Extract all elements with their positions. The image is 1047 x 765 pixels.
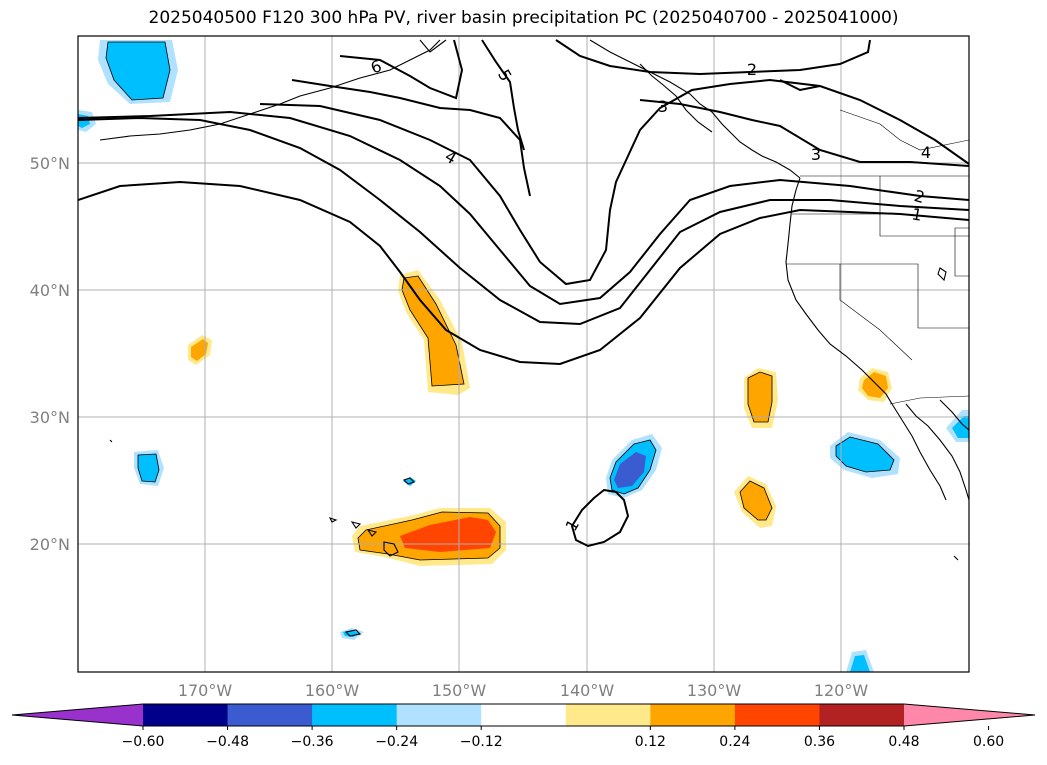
colorbar-segment bbox=[481, 704, 567, 726]
lon-label: 150°W bbox=[432, 681, 487, 700]
colorbar-segment bbox=[312, 704, 398, 726]
lon-label: 130°W bbox=[687, 681, 742, 700]
neg-anomaly-patch bbox=[850, 655, 870, 672]
contour-label: 1 bbox=[910, 204, 923, 224]
contour-label: 2 bbox=[912, 186, 927, 207]
contour-label: 3 bbox=[811, 145, 821, 164]
colorbar-tick-label: 0.60 bbox=[973, 734, 1004, 750]
colorbar-extend-min bbox=[12, 704, 143, 726]
colorbar-tick-label: −0.24 bbox=[375, 734, 418, 750]
colorbar-tick-label: −0.36 bbox=[291, 734, 334, 750]
neg-anomaly-patch bbox=[106, 42, 170, 100]
shading-outlines bbox=[105, 41, 895, 561]
colorbar-segment bbox=[650, 704, 736, 726]
colorbar-segment bbox=[143, 704, 229, 726]
precip-shading bbox=[78, 40, 969, 672]
colorbar-ticks: −0.60 −0.48 −0.36 −0.24 −0.12 0.12 0.24 0.36 0.4… bbox=[122, 726, 1004, 750]
pos-anomaly-patch bbox=[402, 276, 464, 386]
map-frame bbox=[77, 35, 970, 673]
colorbar-segment bbox=[565, 704, 651, 726]
map-area: 6 5 4 3 2 3 4 2 1 1 bbox=[78, 36, 969, 672]
coastlines bbox=[99, 39, 969, 637]
contour-label: 4 bbox=[442, 146, 460, 168]
neg-anomaly-patch bbox=[614, 452, 646, 488]
pos-anomaly-patch bbox=[740, 481, 772, 520]
lat-label: 30°N bbox=[30, 408, 70, 427]
contour-label: 1 bbox=[561, 516, 583, 534]
colorbar bbox=[11, 703, 1036, 727]
pos-anomaly-patch bbox=[191, 339, 208, 361]
contour-label: 5 bbox=[494, 66, 516, 84]
lat-label: 50°N bbox=[30, 154, 70, 173]
pos-anomaly-patch bbox=[400, 517, 496, 552]
colorbar-tick-label: −0.48 bbox=[206, 734, 249, 750]
colorbar-tick-label: 0.36 bbox=[804, 734, 835, 750]
neg-anomaly-patch bbox=[952, 416, 969, 438]
pv-contours bbox=[78, 39, 969, 548]
colorbar-segment bbox=[734, 704, 820, 726]
contour-label: 2 bbox=[747, 60, 757, 79]
graticule bbox=[78, 36, 969, 672]
lon-label: 160°W bbox=[305, 681, 360, 700]
colorbar-tick-label: 0.24 bbox=[719, 734, 750, 750]
contour-label: 3 bbox=[658, 97, 668, 116]
lon-label: 120°W bbox=[814, 681, 869, 700]
lat-label: 20°N bbox=[30, 535, 70, 554]
latitude-labels: 50°N 40°N 30°N 20°N bbox=[30, 154, 70, 554]
political-borders bbox=[786, 109, 969, 405]
colorbar-extend-max bbox=[904, 704, 1035, 726]
lon-label: 140°W bbox=[560, 681, 615, 700]
colorbar-tick-label: −0.60 bbox=[122, 734, 165, 750]
lon-label: 170°W bbox=[178, 681, 233, 700]
longitude-labels: 170°W 160°W 150°W 140°W 130°W 120°W bbox=[178, 681, 869, 700]
colorbar-tick-label: −0.12 bbox=[460, 734, 503, 750]
pos-anomaly-patch bbox=[748, 372, 772, 422]
pos-anomaly-patch bbox=[862, 372, 888, 398]
colorbar-tick-label: 0.12 bbox=[635, 734, 666, 750]
lat-label: 40°N bbox=[30, 281, 70, 300]
contour-label: 6 bbox=[368, 56, 384, 77]
neg-anomaly-patch bbox=[138, 454, 159, 482]
colorbar-segment bbox=[227, 704, 313, 726]
contour-label: 4 bbox=[921, 143, 931, 162]
colorbar-segment bbox=[396, 704, 482, 726]
colorbar-segment bbox=[819, 704, 905, 726]
map-title: 2025040500 F120 300 hPa PV, river basin … bbox=[148, 8, 899, 28]
colorbar-tick-label: 0.48 bbox=[888, 734, 919, 750]
